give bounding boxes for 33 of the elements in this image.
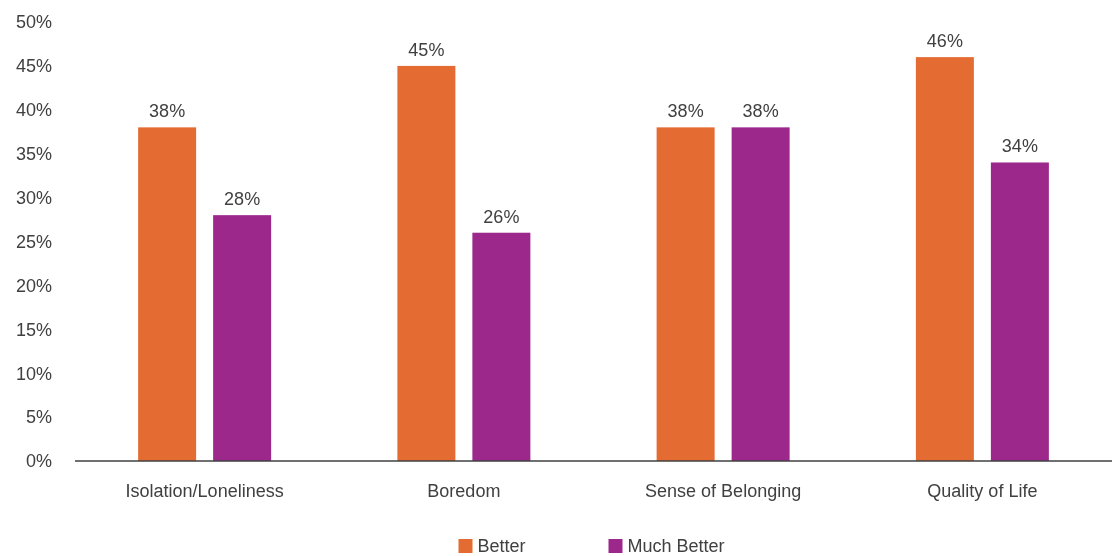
y-tick-label: 50%: [15, 12, 52, 33]
y-tick-label: 10%: [15, 363, 52, 384]
data-label: 45%: [408, 39, 445, 60]
bar: [138, 127, 197, 461]
y-tick-label: 30%: [15, 187, 52, 208]
x-tick-label: Sense of Belonging: [645, 481, 802, 501]
x-tick-label: Quality of Life: [927, 481, 1038, 501]
data-label: 38%: [667, 101, 704, 122]
y-tick-label: 15%: [15, 319, 52, 340]
y-tick-label: 0%: [25, 451, 52, 472]
data-label: 38%: [742, 101, 779, 122]
data-label: 46%: [926, 31, 963, 52]
data-label: 26%: [483, 206, 520, 227]
x-tick-label: Isolation/Loneliness: [125, 481, 284, 501]
data-label: 28%: [224, 189, 261, 210]
x-tick-label: Boredom: [427, 481, 501, 501]
y-tick-label: 40%: [15, 100, 52, 121]
bar: [731, 127, 790, 461]
data-label: 34%: [1001, 136, 1038, 157]
bar: [213, 215, 272, 461]
data-label: 38%: [149, 101, 186, 122]
y-tick-label: 20%: [15, 275, 52, 296]
y-tick-label: 45%: [15, 56, 52, 77]
bar: [915, 57, 974, 461]
y-tick-label: 35%: [15, 144, 52, 164]
bar: [472, 232, 531, 461]
y-tick-label: 5%: [25, 407, 52, 428]
legend-label: Better: [477, 536, 526, 556]
bar: [990, 162, 1049, 461]
bar: [656, 127, 715, 461]
bar: [397, 65, 456, 461]
y-tick-label: 25%: [15, 231, 52, 252]
legend-label: Much Better: [627, 536, 725, 556]
